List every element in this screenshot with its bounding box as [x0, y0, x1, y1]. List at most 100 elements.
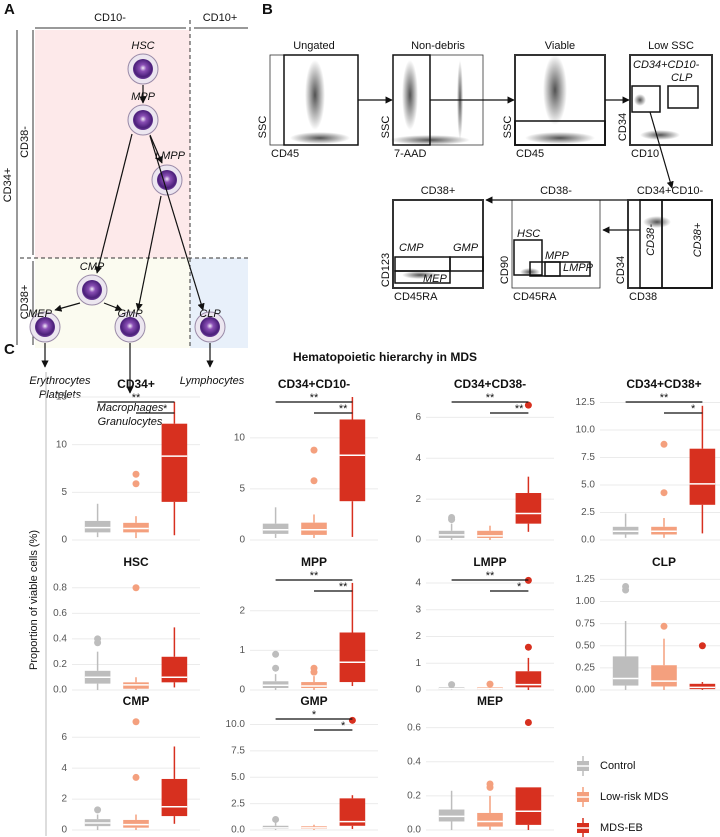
event-density [543, 55, 567, 125]
gate-label: CMP [399, 242, 424, 254]
outlier [698, 642, 706, 650]
cell-core [133, 59, 153, 79]
outlier [486, 780, 494, 788]
row-label: CD34+ [2, 168, 14, 203]
row-label: CD38- [19, 126, 31, 158]
gate-label: LMPP [563, 262, 594, 274]
event-density [402, 60, 418, 130]
gate-label: HSC [517, 228, 540, 240]
outlier [132, 773, 140, 781]
outlier [272, 650, 280, 658]
gate [631, 85, 661, 113]
outlier [310, 477, 318, 485]
column-label: CD10+ [203, 12, 238, 24]
outlier [524, 401, 532, 409]
gate [514, 120, 606, 146]
box [262, 523, 289, 534]
node-label: CMP [80, 261, 105, 273]
box [301, 682, 327, 689]
y-tick-label: 10 [234, 432, 246, 443]
box [438, 809, 465, 822]
y-tick-label: 5 [239, 484, 245, 495]
gate [661, 199, 713, 289]
gate-label: CD34+CD10- [633, 59, 700, 71]
outlier [622, 583, 630, 590]
output-label: Lymphocytes [180, 375, 245, 387]
y-tick-label: 1.25 [576, 574, 596, 585]
x-axis-label: CD45RA [513, 291, 557, 303]
outlier [132, 480, 140, 488]
row-label: CD38+ [19, 285, 31, 320]
y-tick-label: 2 [415, 494, 421, 505]
y-axis-label: SSC [257, 116, 269, 139]
x-axis-label: CD45RA [394, 291, 438, 303]
outlier [486, 680, 494, 688]
outlier [94, 806, 102, 814]
figure-title: Hematopoietic hierarchy in MDS [293, 350, 477, 364]
y-tick-label: 15 [56, 392, 68, 403]
bg-cd38-pos [35, 258, 190, 348]
cell-core [120, 317, 140, 337]
box [161, 423, 188, 502]
y-axis-label: CD34 [615, 256, 627, 284]
y-tick-label: 2 [61, 794, 67, 805]
plot-title: CD34+CD10- [637, 185, 704, 197]
legend-label: MDS-EB [600, 822, 643, 834]
y-tick-label: 2.5 [581, 507, 595, 518]
y-tick-label: 0.6 [407, 722, 421, 733]
y-axis-label: CD34 [617, 113, 629, 141]
gate-label: GMP [453, 242, 479, 254]
box [515, 671, 542, 688]
significance-label: * [312, 709, 317, 721]
y-tick-label: 4 [415, 578, 421, 589]
y-tick-label: 10 [56, 439, 68, 450]
y-tick-label: 0.0 [231, 825, 245, 836]
bg-cd38-neg [35, 30, 190, 258]
x-axis-label: CD45 [271, 148, 299, 160]
outlier [660, 489, 668, 497]
box [161, 778, 188, 817]
significance-label: * [691, 403, 696, 415]
significance-label: ** [339, 403, 348, 415]
y-tick-label: 0 [415, 685, 421, 696]
plot-frame [392, 199, 484, 289]
event-density [525, 132, 595, 144]
box [123, 819, 149, 828]
chart-title: CD34+ [117, 377, 155, 391]
box [84, 520, 111, 533]
significance-label: ** [486, 570, 495, 582]
cell-core [35, 317, 55, 337]
box [515, 493, 542, 524]
plot-title: CD38- [540, 185, 572, 197]
box [301, 522, 327, 535]
outlier [524, 719, 532, 727]
chart-title: CMP [123, 694, 150, 708]
outlier [272, 664, 280, 672]
y-tick-label: 2 [239, 605, 245, 616]
chart-title: MPP [301, 555, 327, 569]
gate [394, 270, 451, 284]
legend-label: Control [600, 760, 635, 772]
outlier [348, 716, 356, 724]
y-tick-label: 2.5 [231, 798, 245, 809]
chart-title: CD34+CD38+ [626, 377, 701, 391]
y-tick-label: 7.5 [231, 746, 245, 757]
gate-label: CD38+ [692, 222, 704, 257]
cell-core [200, 317, 220, 337]
y-tick-label: 6 [61, 732, 67, 743]
chart-title: LMPP [473, 555, 506, 569]
arrow [95, 133, 133, 274]
plot-frame [629, 54, 713, 146]
box [123, 522, 149, 533]
box [689, 448, 716, 505]
outlier [132, 718, 140, 726]
y-axis-label: Proportion of viable cells (%) [28, 530, 40, 670]
arrow [135, 195, 162, 311]
box [339, 419, 366, 502]
y-tick-label: 0.25 [576, 663, 596, 674]
x-axis-label: CD38 [629, 291, 657, 303]
node-label: GMP [117, 308, 143, 320]
outlier [310, 664, 318, 672]
box [477, 530, 503, 538]
